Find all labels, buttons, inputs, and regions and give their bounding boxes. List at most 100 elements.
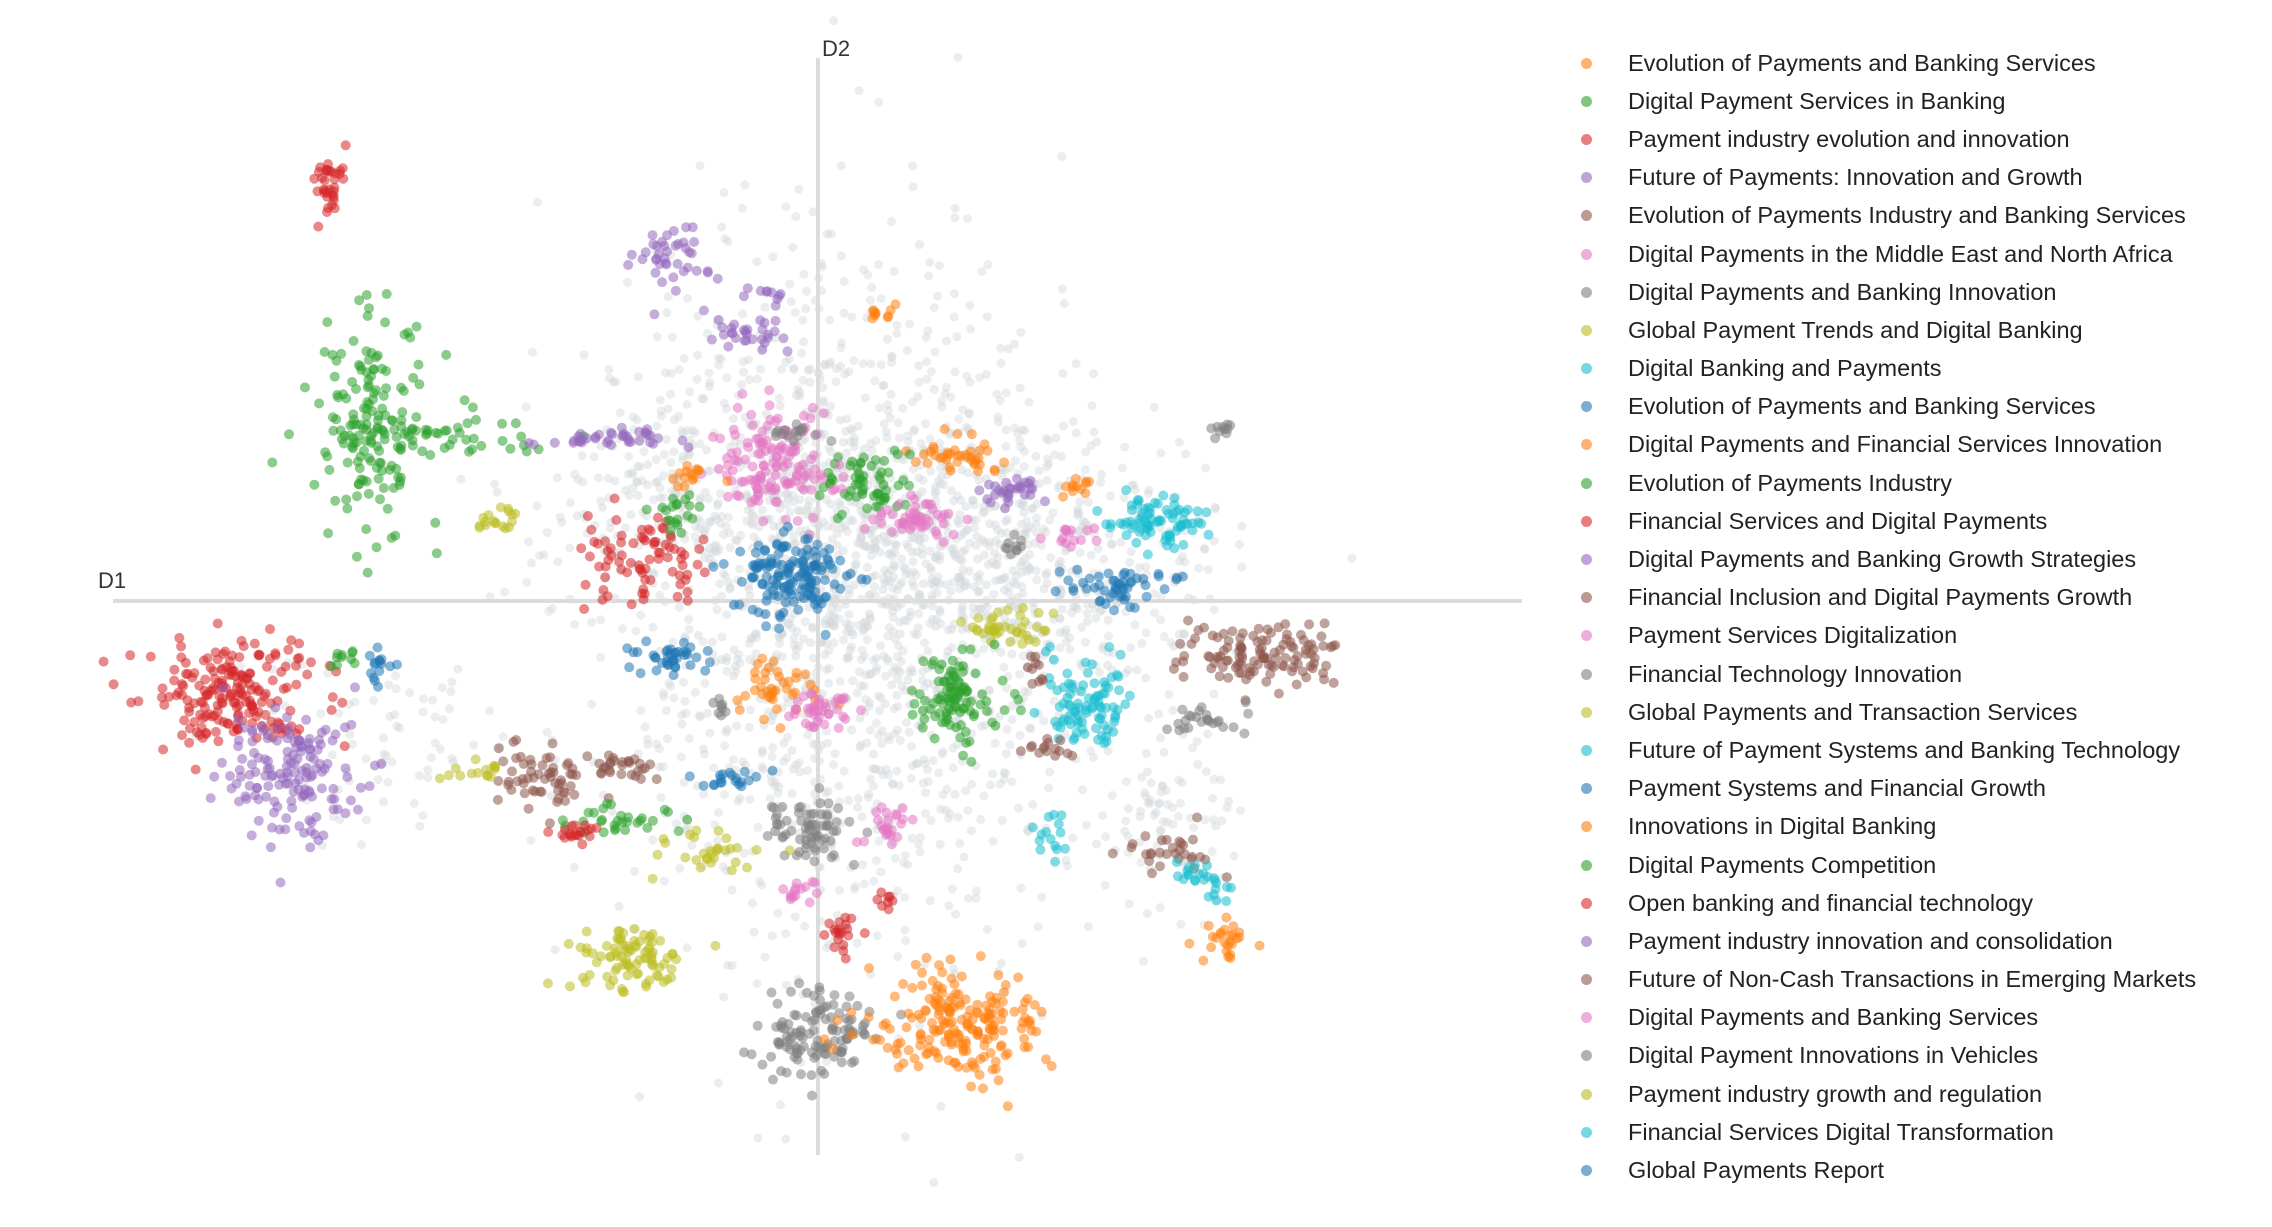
- background-point: [838, 546, 848, 556]
- background-point: [964, 408, 974, 418]
- background-point: [849, 884, 859, 894]
- background-point: [995, 575, 1005, 585]
- data-point: [941, 711, 952, 722]
- background-point: [544, 606, 554, 616]
- data-point: [382, 503, 393, 514]
- data-point: [602, 971, 613, 982]
- background-point: [1201, 767, 1211, 777]
- background-point: [414, 771, 424, 781]
- background-point: [789, 633, 799, 643]
- series-points: [98, 140, 1341, 1112]
- background-point: [925, 257, 935, 267]
- data-point: [237, 753, 248, 764]
- data-point: [1279, 661, 1290, 672]
- background-point: [1174, 437, 1184, 447]
- background-point: [901, 569, 911, 579]
- background-point: [740, 180, 750, 190]
- background-point: [875, 403, 884, 413]
- background-point: [996, 958, 1006, 968]
- data-point: [972, 1030, 983, 1041]
- background-point: [845, 585, 854, 595]
- background-point: [990, 548, 999, 558]
- data-point: [941, 454, 952, 465]
- data-point: [1307, 663, 1318, 674]
- data-point: [730, 429, 740, 440]
- data-point: [1121, 517, 1132, 528]
- background-point: [1017, 567, 1027, 577]
- data-point: [660, 539, 671, 550]
- background-point: [345, 729, 355, 739]
- data-point: [954, 687, 965, 698]
- background-point: [569, 862, 579, 872]
- data-point: [319, 175, 330, 186]
- background-point: [820, 616, 830, 626]
- background-point: [1013, 428, 1023, 438]
- data-point: [98, 656, 109, 667]
- background-point: [890, 634, 900, 644]
- data-point: [806, 1070, 817, 1081]
- data-point: [259, 691, 270, 702]
- data-point: [372, 423, 383, 434]
- data-point: [689, 832, 700, 843]
- background-point: [745, 375, 754, 385]
- background-point: [1200, 815, 1210, 825]
- data-point: [1280, 653, 1291, 663]
- background-point: [1015, 436, 1025, 446]
- background-point: [1075, 497, 1085, 507]
- background-point: [859, 618, 869, 628]
- background-point: [784, 354, 794, 364]
- data-point: [1076, 484, 1087, 495]
- background-point: [931, 487, 941, 496]
- data-point: [778, 677, 789, 688]
- background-point: [905, 611, 915, 621]
- background-point: [1229, 851, 1239, 861]
- data-point: [891, 809, 901, 819]
- background-point: [890, 539, 900, 549]
- background-point: [782, 488, 792, 498]
- background-point: [1016, 442, 1026, 452]
- background-point: [620, 523, 630, 533]
- background-point: [878, 531, 888, 541]
- data-point: [793, 604, 804, 615]
- data-point: [1103, 568, 1114, 579]
- data-point: [601, 941, 612, 951]
- data-point: [910, 959, 921, 970]
- background-point: [803, 501, 813, 511]
- data-point: [730, 455, 741, 466]
- background-point: [789, 539, 799, 549]
- data-point: [781, 815, 792, 826]
- background-point: [876, 641, 886, 651]
- background-point: [921, 419, 931, 429]
- background-point: [841, 618, 851, 628]
- background-point: [1159, 632, 1169, 641]
- background-point: [717, 655, 727, 665]
- background-point: [1081, 447, 1091, 457]
- background-point: [828, 522, 838, 532]
- background-point: [722, 666, 732, 676]
- data-point: [804, 897, 815, 908]
- data-point: [264, 653, 275, 664]
- data-point: [702, 645, 713, 656]
- data-point: [761, 595, 772, 606]
- background-point: [953, 864, 962, 874]
- background-point: [895, 629, 905, 639]
- background-point: [902, 345, 912, 355]
- data-point: [351, 551, 362, 562]
- background-point: [327, 750, 337, 760]
- data-point: [746, 409, 757, 420]
- background-point: [1008, 577, 1018, 587]
- data-point: [666, 972, 677, 983]
- background-point: [1090, 604, 1100, 614]
- background-point: [1044, 459, 1054, 469]
- background-point: [916, 439, 926, 449]
- background-point: [1135, 563, 1144, 573]
- background-point: [958, 547, 968, 557]
- data-point: [125, 650, 136, 661]
- background-point: [925, 546, 935, 556]
- data-point: [1080, 657, 1091, 668]
- data-point: [939, 509, 950, 520]
- background-point: [1168, 705, 1178, 715]
- background-point: [934, 476, 944, 486]
- data-point: [930, 450, 940, 461]
- background-point: [857, 533, 866, 543]
